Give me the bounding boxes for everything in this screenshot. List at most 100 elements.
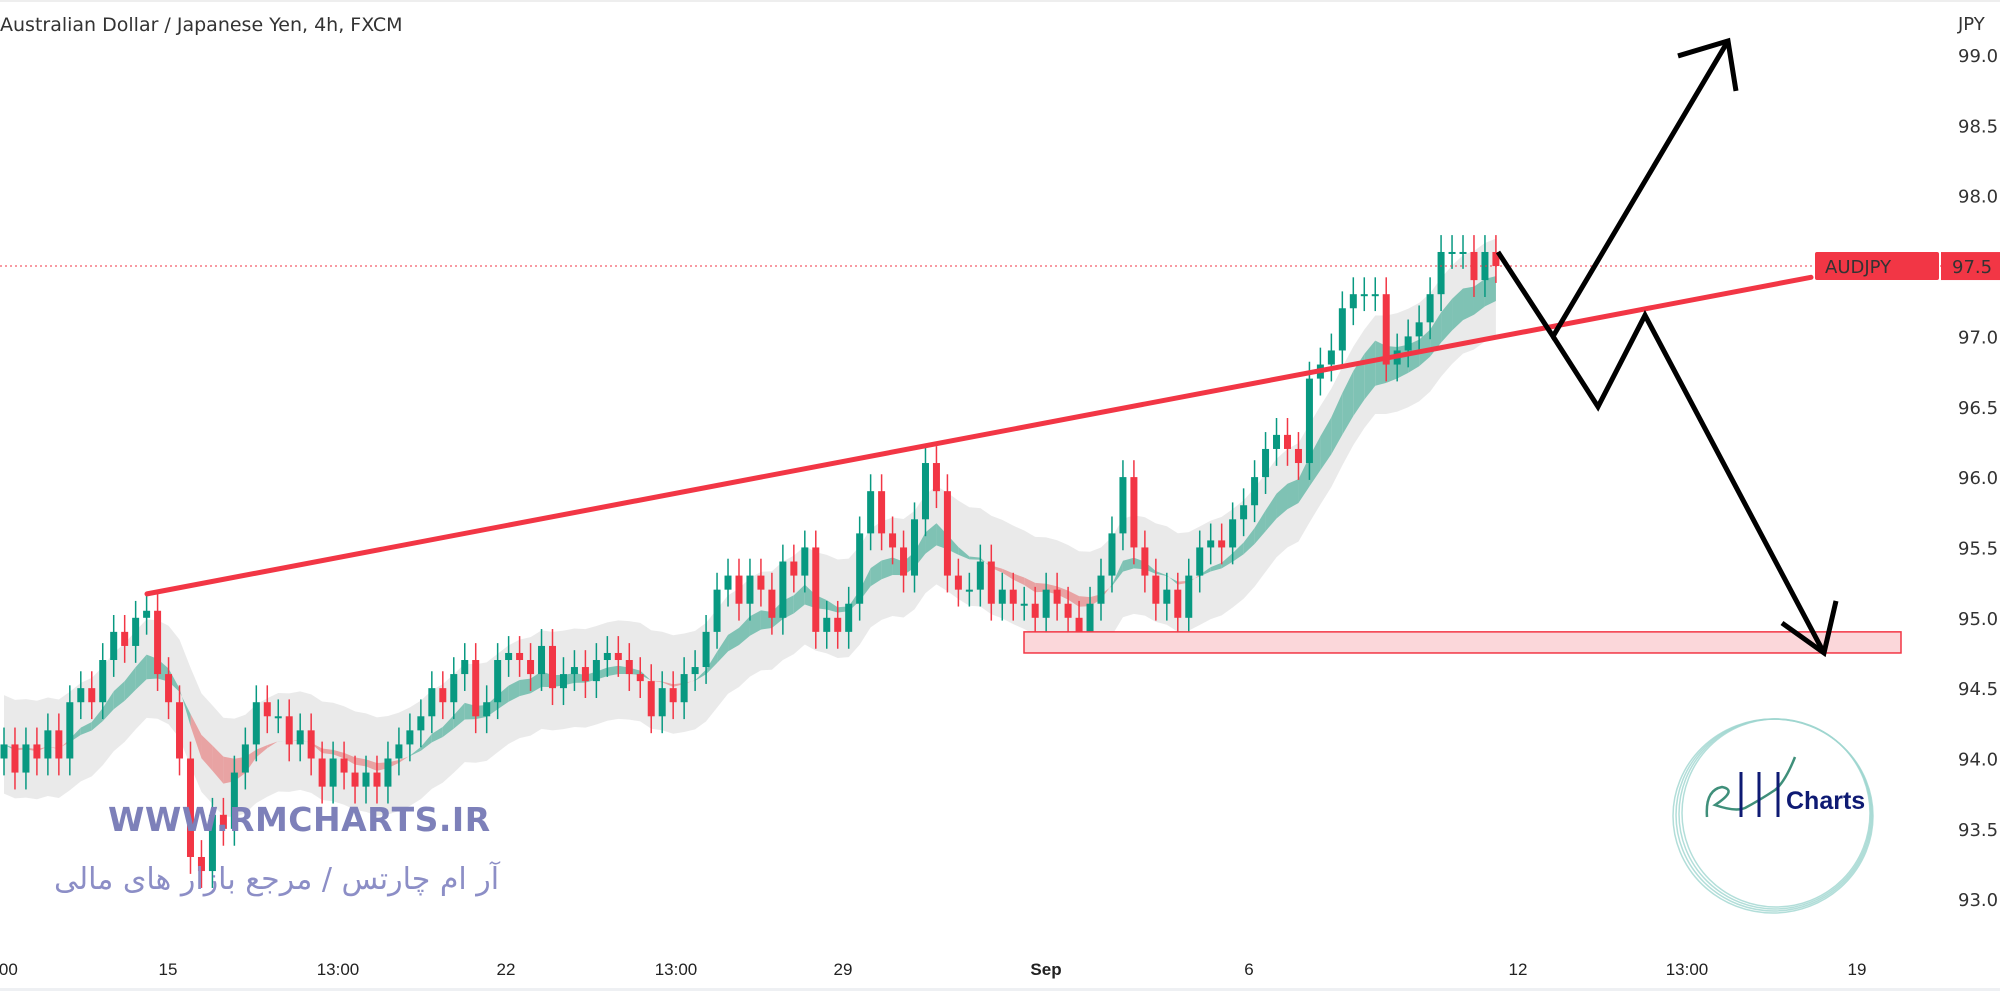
time-tick-label: 12 [1509, 960, 1528, 979]
candle [1283, 418, 1291, 466]
candle-body [505, 652, 513, 661]
candle-body [559, 674, 567, 689]
candle [559, 657, 567, 706]
candle [1218, 523, 1226, 565]
candle [165, 657, 173, 720]
candle [110, 614, 118, 677]
candle-body [88, 688, 96, 703]
candle-body [954, 575, 962, 590]
candle [867, 474, 875, 551]
candle [1141, 530, 1149, 593]
candle [22, 727, 30, 790]
candle [856, 516, 864, 621]
ma-ribbon-segment [256, 745, 268, 758]
candle-body [516, 652, 524, 661]
ma-ribbon-segment [1342, 371, 1354, 435]
candle [1207, 523, 1215, 565]
candle [538, 629, 546, 691]
ma-ribbon-segment [1473, 278, 1485, 315]
price-axis[interactable]: JPY 99.0 98.5 98.0 97.0 96.5 96.0 95.5 95.0 94.5 9… [1815, 14, 2000, 911]
projection-down-path [1550, 309, 1827, 655]
candle-body [1426, 294, 1434, 323]
symbol-badge [1815, 252, 1939, 281]
candle [1240, 488, 1248, 537]
candle-body [658, 688, 666, 717]
ma-ribbon-segment [640, 670, 652, 681]
candle [395, 727, 403, 776]
candle-body [1448, 251, 1456, 254]
ma-ribbon-segment [135, 654, 147, 690]
candle-body [1031, 603, 1039, 618]
candle [614, 636, 622, 677]
time-tick-label: 22 [497, 960, 516, 979]
candle-body [1108, 533, 1116, 576]
ma-ribbon-segment [1243, 527, 1255, 555]
ma-ribbon-segment [958, 547, 970, 560]
candle-body [911, 519, 919, 576]
price-tick-label: 98.5 [1958, 116, 1998, 137]
candle-body [1009, 589, 1017, 604]
candle-body [208, 814, 216, 872]
candle-body [1305, 378, 1313, 464]
candle [1009, 572, 1017, 621]
ma-ribbon-segment [717, 634, 729, 663]
band-layer [4, 238, 1496, 818]
time-axis[interactable]: :00 15 13:00 22 13:00 29 Sep 6 12 13:00 19 [0, 960, 1866, 979]
ma-ribbon-segment [355, 757, 367, 767]
candle-body [987, 561, 995, 604]
candle [779, 544, 787, 635]
candle [658, 671, 666, 734]
candle-body [867, 491, 875, 534]
candle [1349, 277, 1357, 326]
candle [1196, 530, 1204, 593]
candle-body [318, 758, 326, 787]
ma-ribbon-segment [1430, 312, 1442, 357]
ma-ribbon-segment [398, 755, 410, 763]
candle-body [878, 491, 886, 534]
candle-body [44, 730, 52, 759]
candle [965, 572, 973, 607]
candle-body [143, 610, 151, 618]
candle-body [932, 463, 940, 492]
candle [943, 474, 951, 593]
candle-body [406, 730, 414, 745]
candle-body [921, 463, 929, 520]
candle-body [889, 533, 897, 548]
candle [77, 671, 85, 720]
candle [1404, 319, 1412, 368]
candle [99, 643, 107, 720]
candle [219, 797, 227, 846]
candle [384, 741, 392, 804]
candle [900, 530, 908, 593]
candle [230, 755, 238, 846]
ma-ribbon-segment [1287, 479, 1299, 510]
candle [44, 713, 52, 776]
candle [1064, 586, 1072, 635]
candle-body [1459, 251, 1467, 254]
time-tick-label: 13:00 [317, 960, 360, 979]
logo-script [1705, 756, 1797, 818]
candle [66, 685, 74, 776]
price-tick-label: 93.5 [1958, 820, 1998, 841]
candle-body [812, 547, 820, 632]
candle [735, 558, 743, 621]
candle-body [1437, 251, 1445, 295]
candle [1492, 235, 1500, 283]
candle [823, 600, 831, 649]
candle [296, 713, 304, 762]
ma-ribbon-segment [80, 721, 92, 735]
arrow-up-head-icon [1677, 37, 1739, 92]
candle [154, 593, 162, 691]
candle-body [439, 688, 447, 703]
candle-body [943, 491, 951, 576]
ma-ribbon-segment [267, 741, 279, 749]
candle [1360, 277, 1368, 312]
candle-body [768, 589, 776, 618]
candle-body [230, 772, 238, 829]
candle-body [1371, 294, 1379, 297]
candle-body [1185, 575, 1193, 618]
candle-body [395, 744, 403, 759]
candle [1108, 516, 1116, 593]
candle-body [1382, 294, 1390, 365]
